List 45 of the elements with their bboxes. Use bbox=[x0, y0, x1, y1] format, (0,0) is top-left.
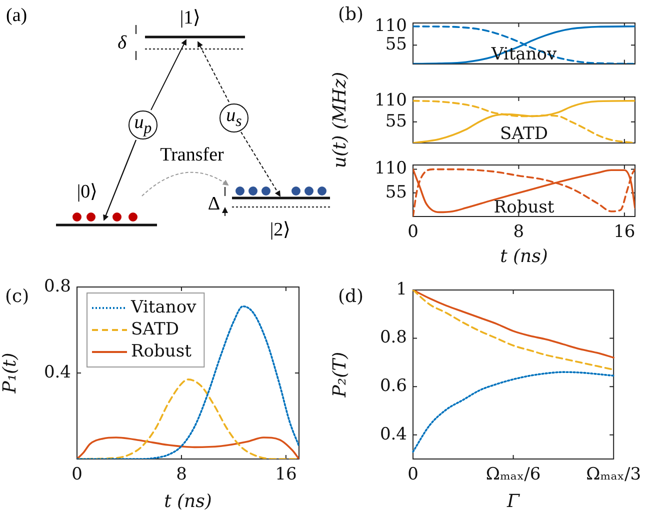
text: |0⟩ bbox=[76, 182, 98, 202]
chart-title: (c) bbox=[5, 286, 30, 307]
text: u$_{s}$ bbox=[226, 105, 242, 130]
x-tick-label: 16 bbox=[275, 464, 297, 485]
x-tick-label: Ωₘₐₓ/6 bbox=[486, 464, 541, 485]
y-tick-label: 110 bbox=[374, 16, 407, 36]
text: |2⟩ bbox=[270, 220, 290, 240]
y-tick-label: 0.6 bbox=[380, 376, 407, 396]
annotation: Vitanov bbox=[490, 44, 557, 65]
x-tick-label: 16 bbox=[614, 222, 636, 242]
annotation: Robust bbox=[494, 197, 554, 218]
y-axis-title: u(t) (MHz) bbox=[329, 72, 350, 168]
x-axis-title: t (ns) bbox=[164, 490, 212, 512]
x-axis-title: t (ns) bbox=[500, 246, 548, 267]
x-tick-label: Ωₘₐₓ/3 bbox=[586, 464, 641, 485]
x-tick-label: 8 bbox=[176, 464, 187, 485]
legend-label: Robust bbox=[131, 341, 192, 362]
chart-title: (b) bbox=[338, 4, 364, 25]
y-tick-label: 110 bbox=[374, 158, 407, 179]
x-tick-label: 0 bbox=[408, 222, 418, 242]
y-tick-label: 0.4 bbox=[44, 362, 71, 382]
text: Δ bbox=[208, 194, 220, 214]
y-tick-label: 0.8 bbox=[44, 276, 71, 296]
y-tick-label: 110 bbox=[374, 90, 407, 110]
y-axis-title: P₁(t) bbox=[0, 352, 20, 394]
text: (a) bbox=[6, 5, 28, 26]
y-tick-label: 55 bbox=[385, 34, 407, 55]
legend-label: Vitanov bbox=[130, 297, 197, 318]
text: u$_{p}$ bbox=[134, 112, 152, 137]
y-tick-label: 55 bbox=[385, 182, 407, 202]
y-axis-title: P₂(T) bbox=[329, 352, 350, 398]
y-tick-label: 0.8 bbox=[380, 328, 407, 348]
x-tick-label: 8 bbox=[513, 222, 524, 242]
x-axis-title: Γ bbox=[506, 490, 522, 512]
text: δ bbox=[118, 32, 126, 54]
x-tick-label: 0 bbox=[408, 464, 418, 485]
x-tick-label: 0 bbox=[72, 464, 82, 485]
y-tick-label: 1 bbox=[396, 279, 407, 300]
chart-title: (d) bbox=[338, 286, 364, 307]
text: |1⟩ bbox=[180, 8, 200, 28]
y-tick-label: 55 bbox=[385, 111, 407, 132]
legend-label: SATD bbox=[131, 319, 179, 340]
annotation: SATD bbox=[500, 124, 548, 144]
y-tick-label: 0.4 bbox=[380, 424, 407, 444]
text: Transfer bbox=[160, 144, 224, 166]
